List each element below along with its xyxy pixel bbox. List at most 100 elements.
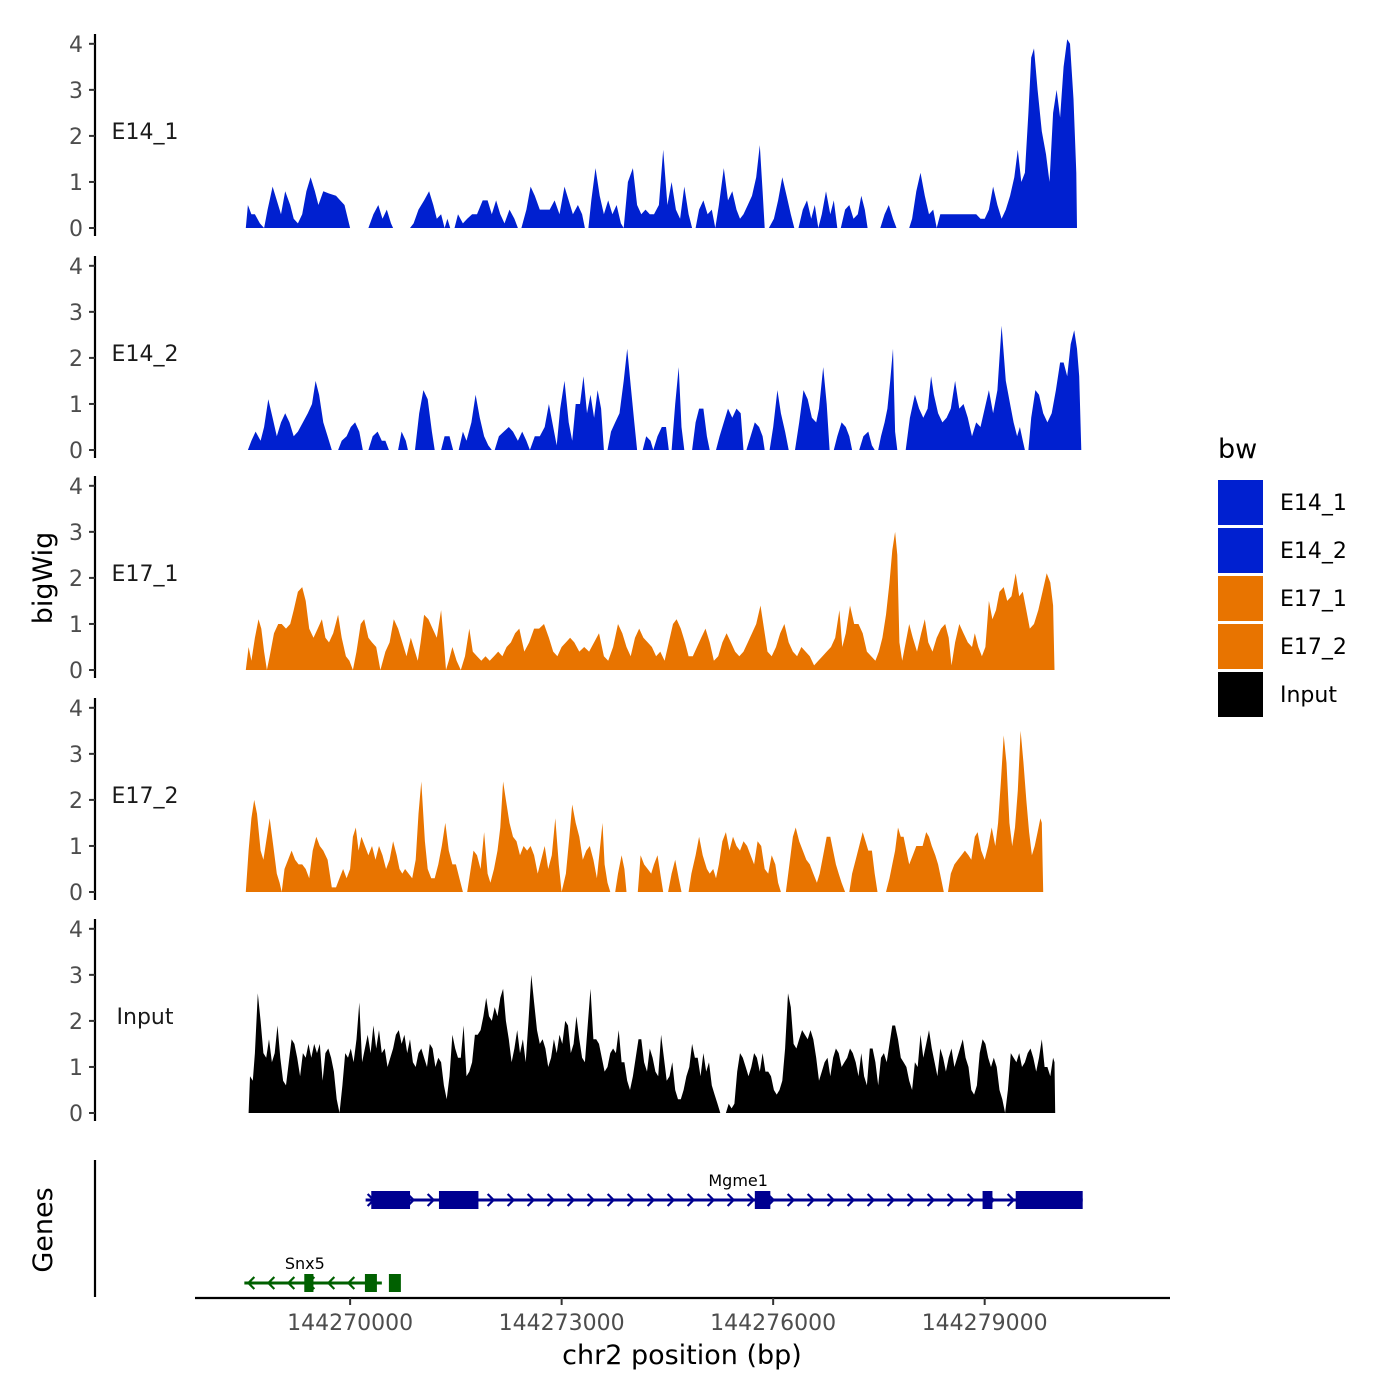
exon-block — [982, 1191, 993, 1209]
strand-arrow — [906, 1193, 916, 1207]
exon-block — [371, 1191, 411, 1209]
exon-block — [388, 1274, 401, 1292]
legend-swatch — [1218, 528, 1263, 573]
strand-arrow — [826, 1193, 836, 1207]
strand-arrow — [626, 1193, 636, 1207]
track-label: Input — [117, 1005, 174, 1030]
track-E17_1: 0 1 2 3 4 E17_1 — [69, 475, 1055, 684]
y-tick-label: 1 — [69, 393, 83, 418]
strand-arrow — [246, 1276, 256, 1290]
strand-arrow — [866, 1193, 876, 1207]
strand-arrow — [286, 1276, 296, 1290]
legend-label: E14_1 — [1280, 491, 1347, 516]
y-tick-label: 4 — [69, 255, 83, 280]
strand-arrow — [726, 1193, 736, 1207]
y-tick-label: 2 — [69, 125, 83, 150]
strand-arrow — [346, 1276, 356, 1290]
x-axis-title: chr2 position (bp) — [562, 1340, 802, 1371]
strand-arrow — [926, 1193, 936, 1207]
y-tick-label: 1 — [69, 1056, 83, 1081]
track-E14_2: 0 1 2 3 4 E14_2 — [69, 255, 1082, 464]
track-label: E17_1 — [112, 562, 179, 587]
track-E17_2: 0 1 2 3 4 E17_2 — [69, 697, 1044, 906]
y-tick-label: 4 — [69, 475, 83, 500]
legend-swatch — [1218, 480, 1263, 525]
coverage-area-E17_1 — [245, 531, 1055, 670]
strand-arrow — [606, 1193, 616, 1207]
strand-arrow — [966, 1193, 976, 1207]
y-tick-label: 2 — [69, 347, 83, 372]
gene-Mgme1: Mgme1 — [365, 1171, 1083, 1209]
track-label: E17_2 — [112, 784, 179, 809]
strand-arrow — [546, 1193, 556, 1207]
y-tick-label: 3 — [69, 743, 83, 768]
strand-arrow — [506, 1193, 516, 1207]
coverage-area-E17_2 — [245, 730, 1044, 892]
strand-arrow — [946, 1193, 956, 1207]
strand-arrow — [806, 1193, 816, 1207]
gene-Snx5: Snx5 — [244, 1254, 401, 1292]
x-tick-label: 144276000 — [710, 1311, 836, 1336]
x-axis: 144270000 144273000 144276000 144279000 — [195, 1296, 1170, 1336]
exon-block — [438, 1191, 479, 1209]
y-tick-label: 1 — [69, 613, 83, 638]
legend-label: E17_2 — [1280, 635, 1347, 660]
x-tick-label: 144273000 — [499, 1311, 625, 1336]
x-tick-label: 144270000 — [287, 1311, 413, 1336]
track-label: E14_1 — [112, 120, 179, 145]
track-E14_1: 0 1 2 3 4 E14_1 — [69, 33, 1078, 242]
y-tick-label: 4 — [69, 33, 83, 58]
gene-label: Mgme1 — [708, 1171, 768, 1190]
strand-arrow — [886, 1193, 896, 1207]
legend-title: bw — [1218, 434, 1257, 465]
y-tick-label: 1 — [69, 835, 83, 860]
legend-label: E14_2 — [1280, 539, 1347, 564]
y-tick-label: 3 — [69, 301, 83, 326]
strand-arrow — [526, 1193, 536, 1207]
genes-axis-title: Genes — [28, 1187, 59, 1272]
strand-arrow — [586, 1193, 596, 1207]
track-Input: 0 1 2 3 4 Input — [69, 918, 1056, 1127]
strand-arrow — [486, 1193, 496, 1207]
y-tick-label: 0 — [69, 439, 83, 464]
y-tick-label: 2 — [69, 1010, 83, 1035]
strand-arrow — [846, 1193, 856, 1207]
y-tick-label: 0 — [69, 659, 83, 684]
strand-arrow — [666, 1193, 676, 1207]
exon-block — [754, 1191, 771, 1209]
x-tick-label: 144279000 — [922, 1311, 1048, 1336]
y-tick-label: 4 — [69, 918, 83, 943]
strand-arrow — [686, 1193, 696, 1207]
strand-arrow — [786, 1193, 796, 1207]
legend-label: Input — [1280, 683, 1337, 708]
y-tick-label: 3 — [69, 964, 83, 989]
strand-arrow — [266, 1276, 276, 1290]
y-tick-label: 3 — [69, 79, 83, 104]
coverage-area-Input — [248, 974, 1056, 1113]
exon-block — [304, 1274, 314, 1292]
y-tick-label: 0 — [69, 1102, 83, 1127]
strand-arrow — [326, 1276, 336, 1290]
y-tick-label: 2 — [69, 789, 83, 814]
strand-arrow — [426, 1193, 436, 1207]
y-tick-label: 4 — [69, 697, 83, 722]
legend-label: E17_1 — [1280, 587, 1347, 612]
y-tick-label: 1 — [69, 171, 83, 196]
track-label: E14_2 — [112, 342, 179, 367]
genes-panel: Mgme1 Snx5 — [93, 1160, 1083, 1297]
y-tick-label: 0 — [69, 881, 83, 906]
legend-swatch — [1218, 624, 1263, 669]
legend-swatch — [1218, 672, 1263, 717]
strand-arrow — [566, 1193, 576, 1207]
strand-arrow — [706, 1193, 716, 1207]
y-axis-title: bigWig — [28, 532, 59, 625]
legend: bw E14_1 E14_2 E17_1 E17_2 Input — [1218, 434, 1347, 717]
coverage-area-E14_2 — [247, 325, 1082, 450]
exon-block — [1015, 1191, 1083, 1209]
y-tick-label: 2 — [69, 567, 83, 592]
gene-label: Snx5 — [285, 1254, 325, 1273]
strand-arrow — [1006, 1193, 1016, 1207]
coverage-area-E14_1 — [245, 39, 1078, 229]
legend-swatch — [1218, 576, 1263, 621]
